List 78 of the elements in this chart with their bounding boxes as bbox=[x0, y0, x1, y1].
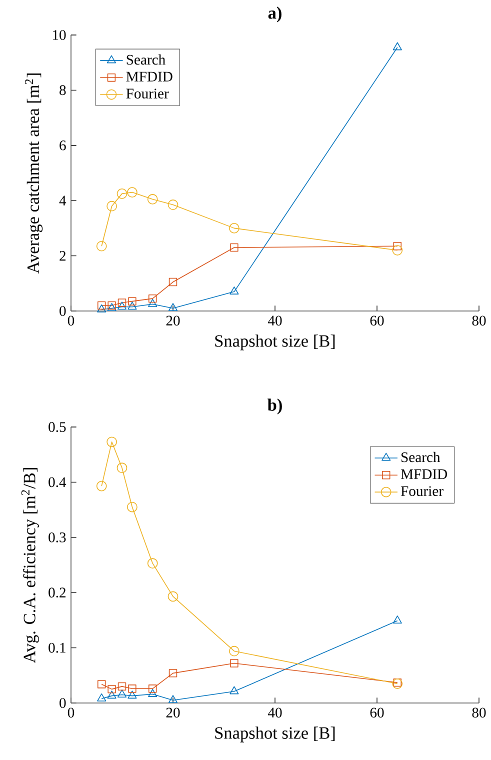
point bbox=[128, 302, 137, 310]
point bbox=[168, 591, 178, 602]
legend-label: Search bbox=[126, 54, 166, 65]
point bbox=[230, 659, 238, 668]
point bbox=[168, 303, 178, 312]
x-tick-label: 60 bbox=[370, 316, 384, 326]
legend-label: Search bbox=[402, 452, 440, 462]
point bbox=[148, 688, 158, 697]
point bbox=[108, 685, 116, 694]
x-tick-label: 0 bbox=[68, 708, 74, 718]
point bbox=[117, 302, 127, 310]
y-tick-label: 10 bbox=[52, 30, 66, 40]
point bbox=[147, 558, 158, 569]
chart-title: b) bbox=[268, 398, 282, 414]
point bbox=[168, 278, 178, 286]
point bbox=[147, 194, 158, 204]
point bbox=[97, 680, 106, 688]
point bbox=[148, 298, 158, 307]
y-tick-label: 8 bbox=[60, 85, 66, 96]
point bbox=[106, 436, 117, 448]
x-tick-label: 20 bbox=[166, 708, 180, 718]
point bbox=[128, 297, 136, 306]
point bbox=[230, 243, 238, 252]
point bbox=[97, 693, 106, 702]
y-tick-label: 0.4 bbox=[48, 477, 66, 488]
point bbox=[116, 462, 128, 474]
point bbox=[148, 294, 157, 303]
legend-label: Fourier bbox=[400, 486, 444, 496]
point bbox=[127, 187, 138, 198]
point bbox=[96, 240, 107, 252]
point bbox=[116, 188, 128, 199]
y-tick-label: 2 bbox=[60, 250, 66, 261]
point bbox=[392, 245, 403, 256]
x-tick-label: 20 bbox=[166, 316, 180, 326]
legend-label: Fourier bbox=[126, 88, 169, 99]
point bbox=[128, 690, 137, 699]
x-tick-label: 40 bbox=[268, 316, 282, 326]
point bbox=[128, 684, 136, 693]
y-axis-title: Avg. C.A. efficiency [m$^{2}$/B] bbox=[21, 468, 39, 664]
x-tick-label: 60 bbox=[370, 708, 384, 718]
x-tick-label: 40 bbox=[268, 708, 282, 718]
point bbox=[392, 616, 402, 624]
legend-label: MFDID bbox=[126, 72, 172, 82]
x-axis-title: Snapshot size [B] bbox=[215, 726, 335, 742]
y-tick-label: 6 bbox=[60, 140, 66, 150]
y-tick-label: 4 bbox=[59, 196, 66, 206]
point bbox=[127, 502, 138, 512]
point bbox=[168, 669, 178, 678]
y-tick-label: 0.5 bbox=[48, 422, 66, 432]
point bbox=[118, 682, 126, 691]
point bbox=[229, 223, 240, 234]
y-tick-label: 0 bbox=[60, 306, 66, 316]
point bbox=[392, 42, 402, 50]
point bbox=[118, 298, 126, 307]
point bbox=[229, 646, 240, 656]
point bbox=[168, 695, 178, 704]
x-tick-label: 80 bbox=[472, 316, 486, 326]
point bbox=[106, 200, 117, 212]
x-axis-title: Snapshot size [B] bbox=[215, 334, 335, 350]
point bbox=[148, 684, 157, 693]
y-axis-title: Average catchment area [m$^{2}$] bbox=[25, 74, 43, 274]
y-tick-label: 0.1 bbox=[48, 642, 66, 653]
chart-title: a) bbox=[268, 6, 282, 22]
point bbox=[393, 242, 402, 250]
x-tick-label: 0 bbox=[68, 316, 74, 326]
y-tick-label: 0 bbox=[60, 698, 66, 708]
point bbox=[96, 480, 107, 492]
x-tick-label: 80 bbox=[472, 708, 486, 718]
point bbox=[117, 690, 127, 698]
legend-label: MFDID bbox=[400, 469, 448, 479]
point bbox=[230, 686, 239, 694]
point bbox=[107, 690, 116, 699]
y-tick-label: 0.2 bbox=[48, 588, 66, 598]
point bbox=[97, 301, 106, 310]
y-tick-label: 0.3 bbox=[48, 532, 66, 542]
point bbox=[230, 286, 239, 294]
point bbox=[168, 200, 178, 210]
point bbox=[97, 304, 106, 312]
